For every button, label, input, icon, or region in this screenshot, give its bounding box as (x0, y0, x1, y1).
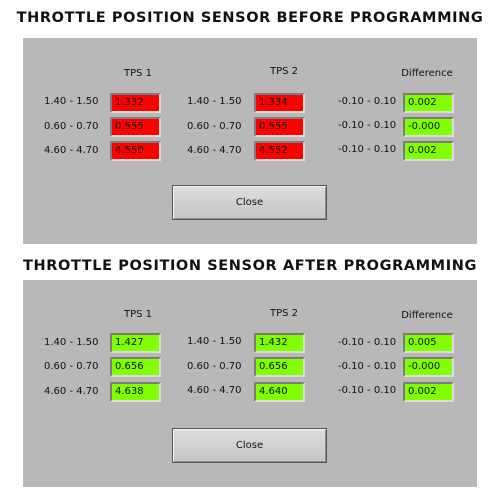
range-label-difference: -0.10 - 0.10 (338, 120, 397, 131)
tps2-value-field: 0.555 (254, 117, 305, 137)
header-tps2: TPS 2 (269, 66, 299, 77)
header-tps1: TPS 1 (123, 68, 153, 79)
tps1-value-field: 0.555 (110, 117, 161, 137)
range-label-tps2: 4.60 - 4.70 (187, 385, 242, 396)
range-label-tps2: 1.40 - 1.50 (187, 96, 242, 107)
close-button[interactable]: Close (172, 185, 327, 220)
range-label-difference: -0.10 - 0.10 (338, 337, 397, 348)
range-label-tps2: 1.40 - 1.50 (187, 336, 242, 347)
section-title-after: THROTTLE POSITION SENSOR AFTER PROGRAMMI… (23, 258, 477, 274)
difference-value-field: -0.000 (403, 357, 454, 377)
range-label-tps1: 0.60 - 0.70 (44, 361, 99, 372)
range-label-tps2: 0.60 - 0.70 (187, 361, 242, 372)
section-title-before: THROTTLE POSITION SENSOR BEFORE PROGRAMM… (16, 10, 484, 26)
difference-value-field: 0.002 (403, 141, 454, 161)
difference-value-field: 0.002 (403, 93, 454, 113)
header-tps2: TPS 2 (269, 308, 299, 319)
tps2-value-field: 0.656 (254, 357, 305, 377)
range-label-tps1: 1.40 - 1.50 (44, 337, 99, 348)
range-label-tps1: 1.40 - 1.50 (44, 96, 99, 107)
tps1-value-field: 0.656 (110, 357, 161, 377)
tps1-value-field: 1.332 (110, 93, 161, 113)
tps2-value-field: 4.640 (254, 382, 305, 402)
tps2-value-field: 1.432 (254, 333, 305, 353)
difference-value-field: -0.000 (403, 117, 454, 137)
tps1-value-field: 1.427 (110, 333, 161, 353)
header-difference: Difference (401, 68, 453, 79)
close-button[interactable]: Close (172, 428, 327, 463)
tps1-value-field: 4.638 (110, 382, 161, 402)
range-label-tps1: 4.60 - 4.70 (44, 145, 99, 156)
range-label-tps2: 0.60 - 0.70 (187, 121, 242, 132)
range-label-difference: -0.10 - 0.10 (338, 144, 397, 155)
range-label-tps1: 0.60 - 0.70 (44, 121, 99, 132)
panel-before: TPS 1 TPS 2 Difference 1.40 - 1.50 1.332… (23, 38, 477, 244)
tps2-value-field: 4.552 (254, 141, 305, 161)
range-label-difference: -0.10 - 0.10 (338, 96, 397, 107)
tps1-value-field: 4.550 (110, 141, 161, 161)
range-label-tps2: 4.60 - 4.70 (187, 145, 242, 156)
panel-after: TPS 1 TPS 2 Difference 1.40 - 1.50 1.427… (23, 280, 477, 487)
difference-value-field: 0.005 (403, 333, 454, 353)
tps2-value-field: 1.334 (254, 93, 305, 113)
difference-value-field: 0.002 (403, 382, 454, 402)
range-label-difference: -0.10 - 0.10 (338, 385, 397, 396)
header-tps1: TPS 1 (123, 309, 153, 320)
range-label-tps1: 4.60 - 4.70 (44, 386, 99, 397)
header-difference: Difference (401, 310, 453, 321)
range-label-difference: -0.10 - 0.10 (338, 361, 397, 372)
